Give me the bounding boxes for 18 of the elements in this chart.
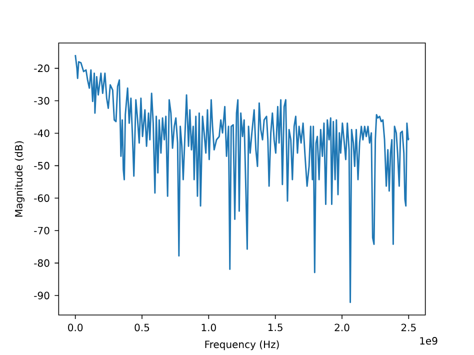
x-tick-label: 1.0 (202, 324, 216, 332)
x-tick-label: 2.0 (334, 324, 350, 332)
y-tick-label: -80 (34, 259, 50, 267)
line-series (74, 54, 410, 304)
text: 1e9 (420, 337, 438, 345)
y-tick-label: -60 (34, 194, 50, 202)
x-axis-title: Frequency (Hz) (205, 340, 279, 350)
x-tick-label: 2.5 (401, 324, 416, 332)
x-tick-label: 1.5 (268, 324, 282, 332)
y-tick-label: -40 (34, 129, 50, 138)
y-tick-label: -70 (34, 226, 50, 234)
x-tick-label: 0.0 (68, 324, 83, 332)
y-tick-label: -50 (34, 162, 50, 170)
x-tick-label: 0.5 (134, 324, 150, 332)
y-tick-label: -30 (34, 96, 50, 105)
y-axis-title: Magnitude (dB) (14, 141, 24, 217)
y-tick-label: -20 (34, 64, 50, 72)
y-tick-label: -90 (34, 292, 50, 300)
